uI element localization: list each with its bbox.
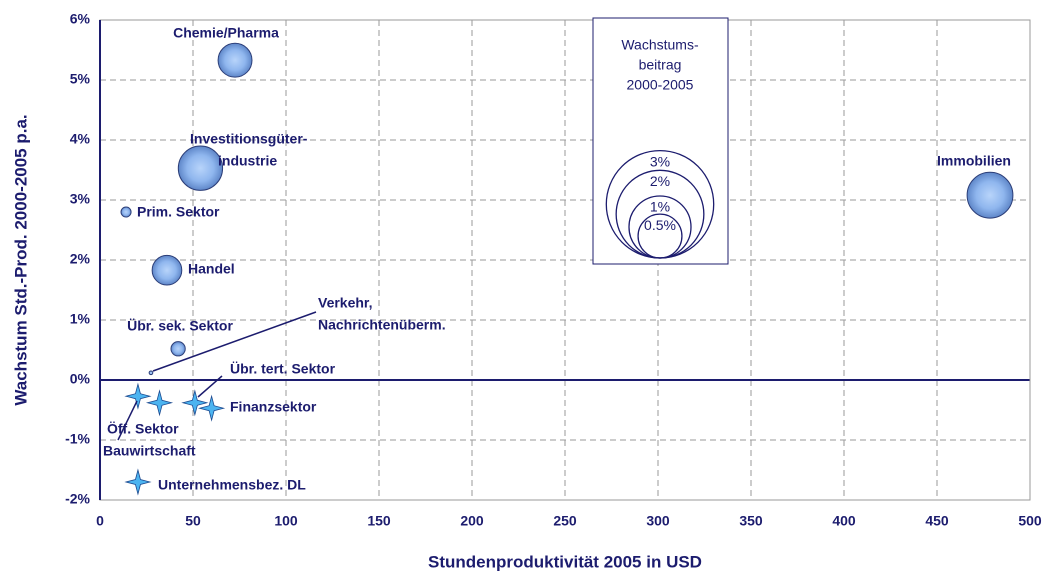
- bubble: [966, 171, 1014, 219]
- x-tick-label: 450: [925, 513, 949, 529]
- y-axis-title: Wachstum Std.-Prod. 2000-2005 p.a.: [11, 114, 30, 405]
- point-label: industrie: [218, 153, 277, 169]
- legend-box: [592, 17, 729, 265]
- point-label: Bauwirtschaft: [103, 443, 196, 459]
- y-tick-label: 3%: [70, 191, 91, 207]
- y-tick-label: 5%: [70, 71, 91, 87]
- x-tick-label: 350: [739, 513, 763, 529]
- star-marker: [181, 389, 209, 417]
- point-label: Prim. Sektor: [137, 204, 220, 220]
- bubble: [177, 145, 224, 191]
- bubble: [120, 206, 132, 218]
- x-axis-title: Stundenproduktivität 2005 in USD: [428, 552, 702, 571]
- legend-title: 2000-2005: [627, 77, 694, 93]
- y-tick-label: 1%: [70, 311, 91, 327]
- legend-circle: [637, 213, 683, 259]
- point-label: Verkehr,: [318, 295, 373, 311]
- x-tick-label: 150: [367, 513, 391, 529]
- y-tick-label: 6%: [70, 11, 91, 27]
- leader-line: [152, 311, 317, 372]
- x-tick-label: 50: [185, 513, 201, 529]
- y-tick-label: -1%: [65, 431, 90, 447]
- y-tick-label: 4%: [70, 131, 91, 147]
- star-marker: [198, 394, 226, 422]
- point-label: Übr. sek. Sektor: [127, 318, 233, 334]
- star-marker: [124, 468, 152, 496]
- y-tick-label: -2%: [65, 491, 90, 507]
- y-tick-label: 0%: [70, 371, 91, 387]
- legend-size-label: 1%: [650, 199, 670, 215]
- bubble: [151, 254, 183, 286]
- x-tick-label: 400: [832, 513, 856, 529]
- x-tick-label: 0: [96, 513, 104, 529]
- bubble: [170, 341, 186, 357]
- bubble: [217, 42, 253, 78]
- legend-title: Wachstums-: [621, 37, 699, 53]
- legend-title: beitrag: [639, 57, 682, 73]
- point-label: Nachrichtenüberm.: [318, 317, 446, 333]
- size-legend: Wachstums-beitrag 2000-2005 3% 2% 1% 0.5%: [592, 17, 729, 265]
- bubble: [148, 370, 154, 376]
- point-label: Unternehmensbez. DL: [158, 477, 306, 493]
- star-marker: [145, 389, 174, 417]
- point-label: Handel: [188, 261, 235, 277]
- x-tick-label: 300: [646, 513, 670, 529]
- point-label: Finanzsektor: [230, 399, 317, 415]
- leader-line: [117, 400, 138, 441]
- star-marker: [124, 382, 152, 410]
- legend-size-label: 0.5%: [644, 217, 676, 233]
- legend-size-label: 2%: [650, 173, 670, 189]
- leader-line: [197, 375, 223, 398]
- point-label: Übr. tert. Sektor: [230, 361, 336, 377]
- x-tick-label: 250: [553, 513, 577, 529]
- point-label: Öff. Sektor: [107, 421, 179, 437]
- legend-size-label: 3%: [650, 153, 670, 169]
- point-label: Immobilien: [937, 153, 1011, 169]
- x-tick-label: 500: [1018, 513, 1042, 529]
- x-tick-label: 200: [460, 513, 484, 529]
- point-label: Investitionsgüter-: [190, 131, 308, 147]
- x-tick-label: 100: [274, 513, 298, 529]
- y-tick-label: 2%: [70, 251, 91, 267]
- point-label: Chemie/Pharma: [173, 25, 279, 41]
